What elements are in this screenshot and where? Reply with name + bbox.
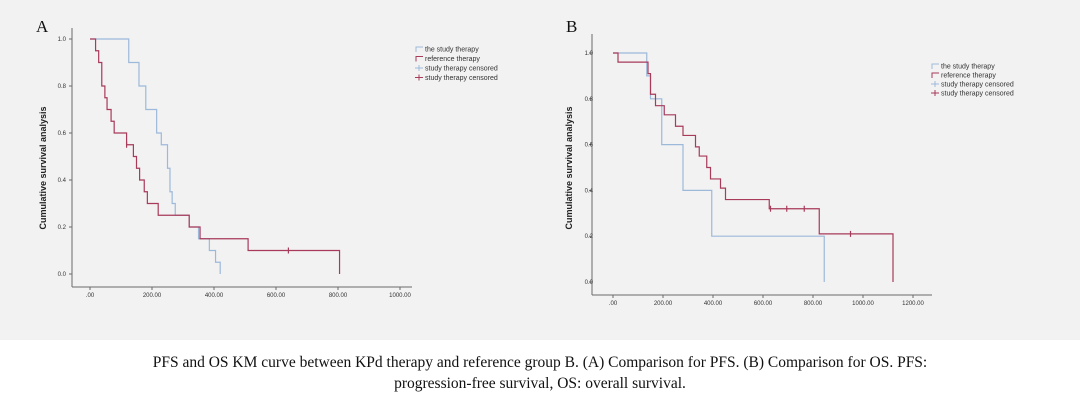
y-tick-label: 0.0: [58, 272, 67, 278]
series-line-study-therapy: [90, 38, 221, 274]
legend-label: reference therapy: [425, 56, 480, 63]
x-tick-label: 800.00: [329, 293, 348, 299]
legend-label: study therapy censored: [425, 75, 498, 82]
x-tick-label: 400.00: [205, 293, 224, 299]
y-tick-label: 0.6: [585, 143, 594, 149]
y-axis-label: Cumulative survival analysis: [564, 106, 574, 229]
km-charts: A Cumulative survival analysis 0.0 0.2 0.4 0.…: [36, 17, 1014, 307]
x-tick-label: 200.00: [654, 301, 673, 307]
series-line-study-therapy: [613, 52, 825, 282]
x-tick-label: 800.00: [804, 301, 823, 307]
legend-swatch: [931, 72, 939, 78]
x-tick-label: 1000.00: [852, 301, 874, 307]
x-tick-label: 600.00: [267, 293, 286, 299]
legend-label: the study therapy: [941, 64, 995, 71]
legend-label: study therapy censored: [425, 66, 498, 73]
legend-label: study therapy censored: [941, 91, 1014, 98]
caption-line-1: PFS and OS KM curve between KPd therapy …: [152, 354, 928, 371]
y-tick-label: 1.0: [58, 37, 67, 43]
legend-swatch: [415, 46, 423, 52]
legend-swatch: [931, 63, 939, 69]
y-tick-label: 0.4: [58, 178, 67, 184]
x-tick-label: .00: [609, 301, 618, 307]
panel-label: A: [36, 17, 49, 36]
panel-label: B: [566, 17, 577, 36]
legend-label: reference therapy: [941, 73, 996, 80]
y-tick-label: 0.0: [585, 280, 594, 286]
series-line-reference-therapy: [613, 52, 894, 282]
x-tick-label: .00: [86, 293, 95, 299]
y-tick-label: 0.4: [585, 188, 594, 194]
legend-label: the study therapy: [425, 47, 479, 54]
x-tick-label: 1000.00: [389, 293, 411, 299]
y-axis-label: Cumulative survival analysis: [38, 106, 48, 229]
y-tick-label: 0.2: [585, 234, 594, 240]
series-line-reference-therapy: [90, 38, 341, 274]
y-tick-label: 1.0: [585, 51, 594, 57]
y-tick-label: 0.2: [58, 225, 67, 231]
y-tick-label: 0.8: [585, 97, 594, 103]
x-tick-label: 1200.00: [902, 301, 924, 307]
x-tick-label: 600.00: [754, 301, 773, 307]
y-tick-label: 0.6: [58, 131, 67, 137]
figure-panels: A Cumulative survival analysis 0.0 0.2 0.4 0.…: [0, 0, 1080, 340]
x-tick-label: 200.00: [143, 293, 162, 299]
y-tick-label: 0.8: [58, 84, 67, 90]
figure-caption: PFS and OS KM curve between KPd therapy …: [0, 352, 1080, 394]
chart-panel-b: B Cumulative survival analysis 0.0 0.2 0.4 0.…: [564, 17, 1014, 307]
legend-swatch: [415, 56, 423, 62]
x-tick-label: 400.00: [704, 301, 723, 307]
caption-line-2: progression-free survival, OS: overall s…: [394, 375, 686, 392]
legend-label: study therapy censored: [941, 82, 1014, 89]
chart-panel-a: A Cumulative survival analysis 0.0 0.2 0.4 0.…: [36, 17, 498, 299]
